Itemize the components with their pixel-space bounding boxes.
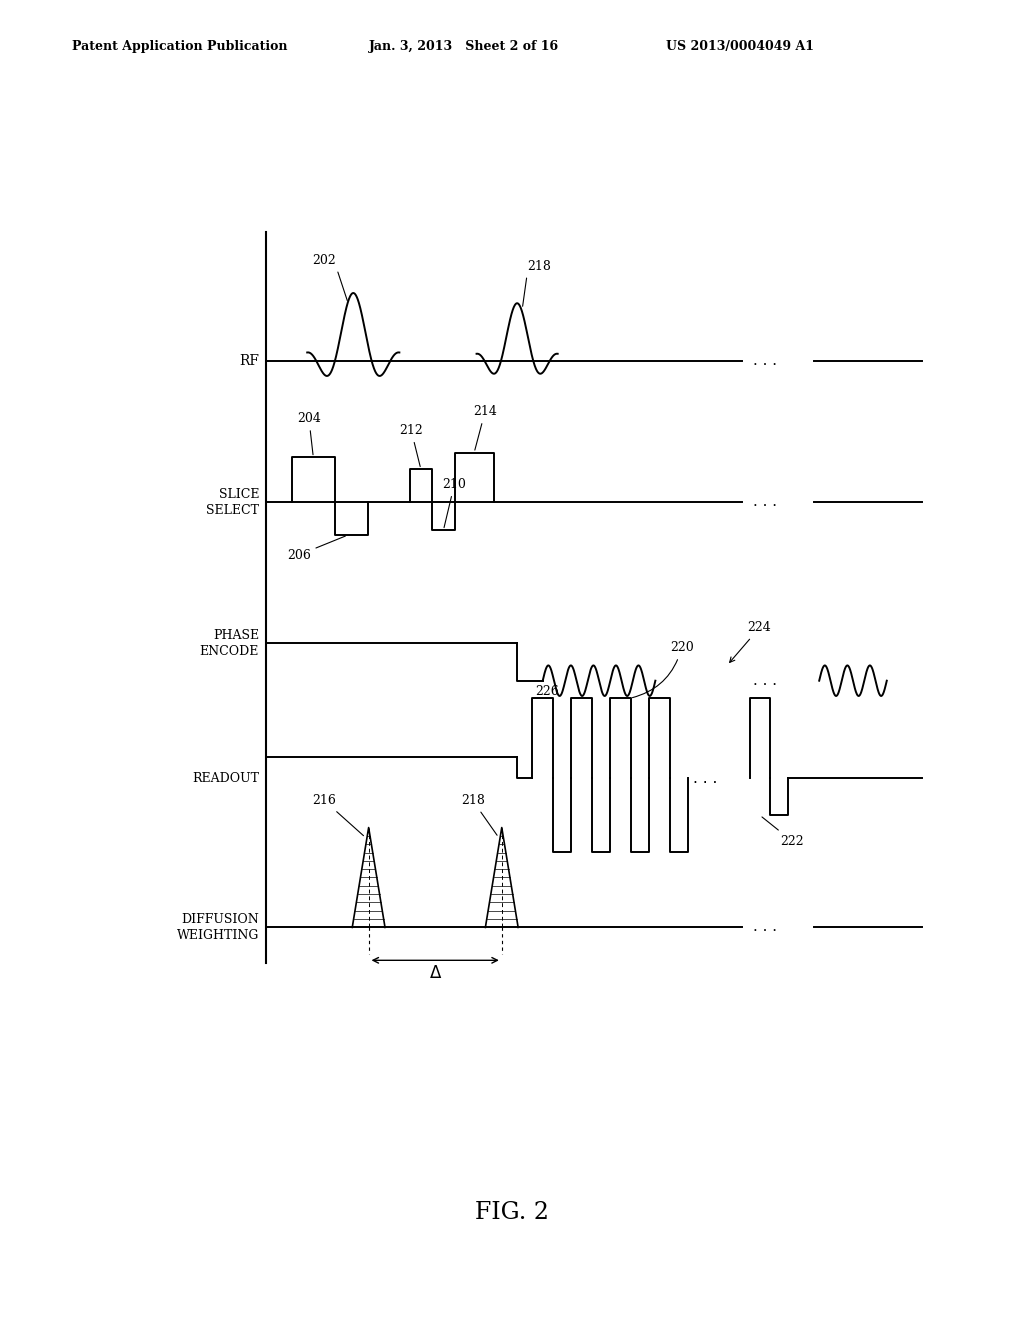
Text: SLICE
SELECT: SLICE SELECT [206, 487, 259, 516]
Text: 204: 204 [297, 412, 321, 454]
Text: DIFFUSION
WEIGHTING: DIFFUSION WEIGHTING [177, 913, 259, 942]
Text: 226: 226 [536, 685, 559, 698]
Text: . . .: . . . [753, 354, 776, 368]
Text: 202: 202 [312, 253, 347, 301]
Text: RF: RF [239, 354, 259, 368]
Text: . . .: . . . [753, 673, 776, 688]
Text: 216: 216 [312, 795, 364, 836]
Text: 212: 212 [399, 424, 423, 466]
Text: 224: 224 [730, 622, 771, 663]
Text: 210: 210 [442, 478, 466, 528]
Text: 222: 222 [762, 817, 804, 847]
Text: PHASE
ENCODE: PHASE ENCODE [200, 628, 259, 657]
Text: 218: 218 [461, 795, 497, 836]
Text: READOUT: READOUT [193, 772, 259, 784]
Text: FIG. 2: FIG. 2 [475, 1201, 549, 1225]
Text: 218: 218 [522, 260, 551, 306]
Text: 214: 214 [473, 405, 497, 450]
Text: $\Delta$: $\Delta$ [429, 965, 441, 982]
Text: US 2013/0004049 A1: US 2013/0004049 A1 [666, 40, 814, 53]
Text: Patent Application Publication: Patent Application Publication [72, 40, 287, 53]
Text: . . .: . . . [753, 495, 776, 510]
Text: 206: 206 [287, 536, 345, 561]
Text: . . .: . . . [753, 920, 776, 935]
Text: . . .: . . . [693, 771, 718, 785]
Text: Jan. 3, 2013   Sheet 2 of 16: Jan. 3, 2013 Sheet 2 of 16 [369, 40, 559, 53]
Text: 220: 220 [633, 642, 693, 698]
